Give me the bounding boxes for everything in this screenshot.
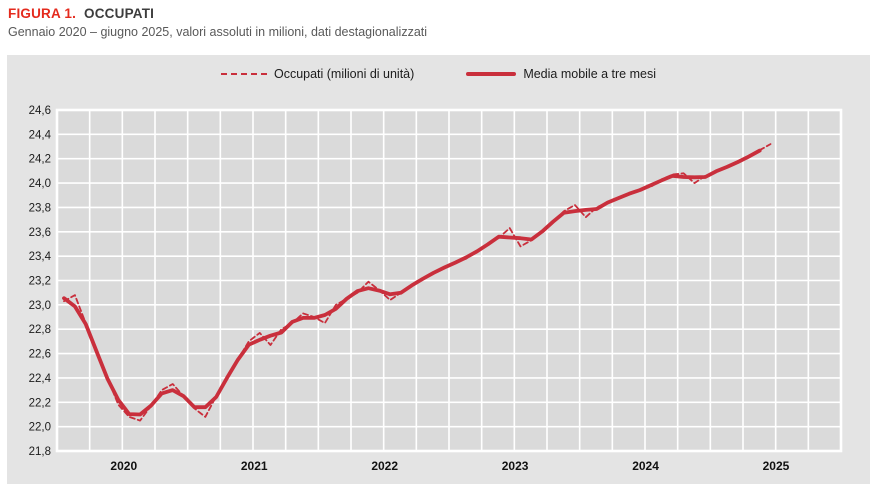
plot-border bbox=[55, 108, 843, 453]
x-year-label: 2025 bbox=[763, 459, 790, 473]
x-year-label: 2023 bbox=[502, 459, 529, 473]
figure-name: OCCUPATI bbox=[84, 6, 155, 21]
figure-header: FIGURA 1. OCCUPATI Gennaio 2020 – giugno… bbox=[8, 6, 427, 39]
legend-item-media-mobile: Media mobile a tre mesi bbox=[466, 67, 656, 81]
y-tick-label: 23,6 bbox=[29, 227, 51, 239]
chart-legend: Occupati (milioni di unità) Media mobile… bbox=[7, 67, 870, 81]
media-mobile-series-line bbox=[62, 148, 762, 417]
y-tick-label: 22,4 bbox=[29, 373, 52, 385]
line-chart-canvas: 24,6 24,4 24,2 24,0 23,8 23,6 23,4 23,2 23,0 22,8… bbox=[29, 105, 843, 473]
legend-item-occupati: Occupati (milioni di unità) bbox=[220, 67, 415, 81]
x-year-label: 2024 bbox=[632, 459, 659, 473]
x-year-label: 2020 bbox=[110, 459, 137, 473]
solid-line-swatch-icon bbox=[466, 71, 517, 77]
y-tick-label: 22,6 bbox=[29, 349, 51, 361]
y-tick-label: 24,2 bbox=[29, 154, 51, 166]
y-tick-label: 22,0 bbox=[29, 422, 51, 434]
y-tick-label: 23,4 bbox=[29, 251, 52, 263]
legend-label-media-mobile: Media mobile a tre mesi bbox=[523, 67, 657, 81]
legend-label-occupati: Occupati (milioni di unità) bbox=[273, 67, 415, 81]
y-tick-label: 24,0 bbox=[29, 178, 51, 190]
y-tick-label: 21,8 bbox=[29, 446, 51, 458]
figure-subtitle: Gennaio 2020 – giugno 2025, valori assol… bbox=[8, 25, 428, 39]
y-tick-label: 24,4 bbox=[29, 129, 52, 141]
chart-panel: 24,6 24,4 24,2 24,0 23,8 23,6 23,4 23,2 23,0 22,8… bbox=[7, 55, 870, 484]
x-year-label: 2021 bbox=[241, 459, 268, 473]
figure-title: FIGURA 1. OCCUPATI bbox=[8, 6, 427, 21]
y-tick-label: 22,2 bbox=[29, 397, 51, 409]
y-tick-label: 24,6 bbox=[29, 105, 51, 117]
figure-number-label: FIGURA 1. bbox=[8, 6, 77, 21]
y-tick-label: 22,8 bbox=[29, 324, 51, 336]
dashed-line-swatch-icon bbox=[220, 73, 267, 75]
x-year-label: 2022 bbox=[371, 459, 398, 473]
y-tick-label: 23,0 bbox=[29, 300, 51, 312]
y-tick-label: 23,8 bbox=[29, 202, 51, 214]
y-tick-label: 23,2 bbox=[29, 276, 51, 288]
